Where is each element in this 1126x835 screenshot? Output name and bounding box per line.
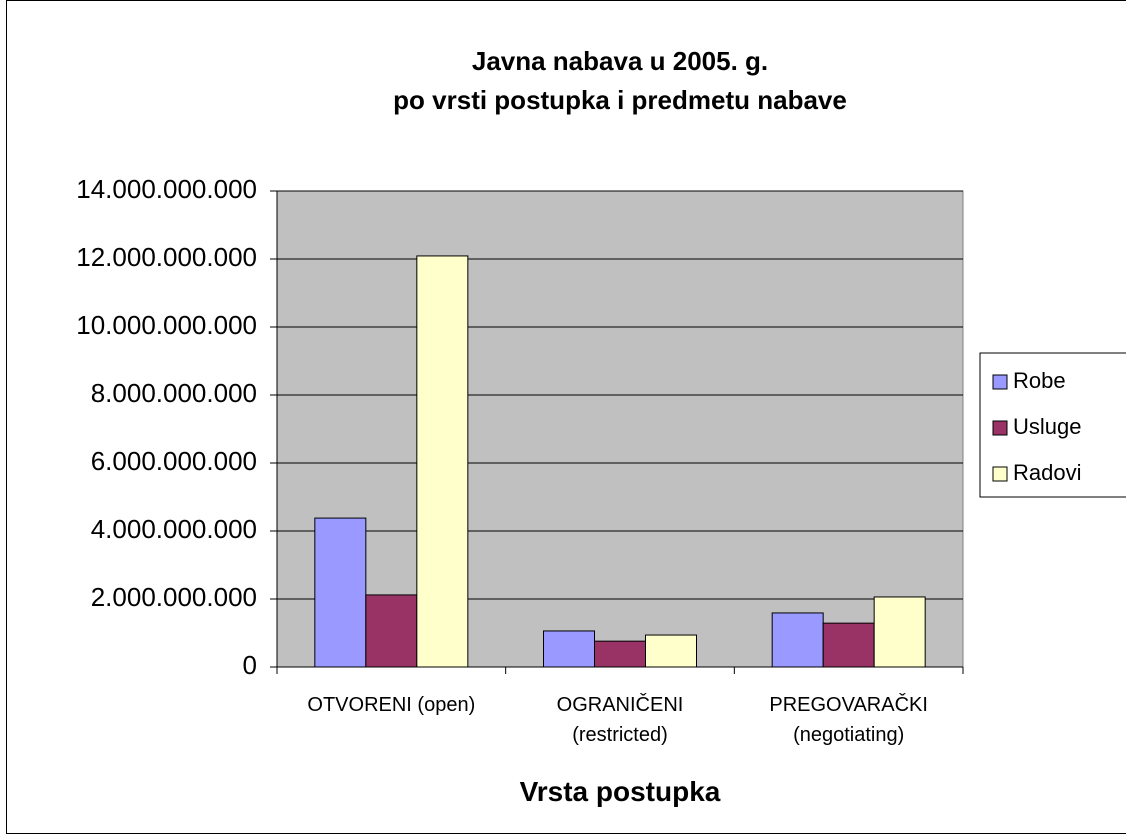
bar xyxy=(314,517,367,668)
x-tick-label: OGRANIČENI (restricted) xyxy=(556,694,684,746)
bar xyxy=(416,255,469,668)
y-tick-label: 6.000.000.000 xyxy=(91,446,257,476)
y-tick-label: 4.000.000.000 xyxy=(91,514,257,544)
bar xyxy=(543,630,595,668)
legend-label: Robe xyxy=(1013,368,1066,393)
y-tick-label: 8.000.000.000 xyxy=(91,378,257,408)
y-tick-label: 0 xyxy=(243,650,257,680)
bar xyxy=(822,622,875,668)
x-tick-label: OTVORENI (open) xyxy=(307,694,476,716)
bar xyxy=(771,612,824,668)
bar xyxy=(873,596,926,668)
x-tick-label: PREGOVARAČKI (negotiating) xyxy=(769,694,928,746)
legend-label: Usluge xyxy=(1013,414,1081,439)
legend-label: Radovi xyxy=(1013,460,1081,485)
y-tick-label: 14.000.000.000 xyxy=(76,174,257,204)
legend-marker xyxy=(992,420,1008,436)
chart-title: Javna nabava u 2005. g. po vrsti postupk… xyxy=(393,46,847,115)
plot-area xyxy=(276,190,964,668)
x-axis-label: Vrsta postupka xyxy=(519,776,721,807)
legend-marker xyxy=(992,466,1008,482)
bar xyxy=(645,634,697,668)
y-tick-label: 12.000.000.000 xyxy=(76,242,257,272)
y-tick-label: 10.000.000.000 xyxy=(76,310,257,340)
bar xyxy=(365,594,418,668)
bar xyxy=(594,640,646,668)
y-tick-label: 2.000.000.000 xyxy=(91,582,257,612)
legend-marker xyxy=(992,374,1008,390)
